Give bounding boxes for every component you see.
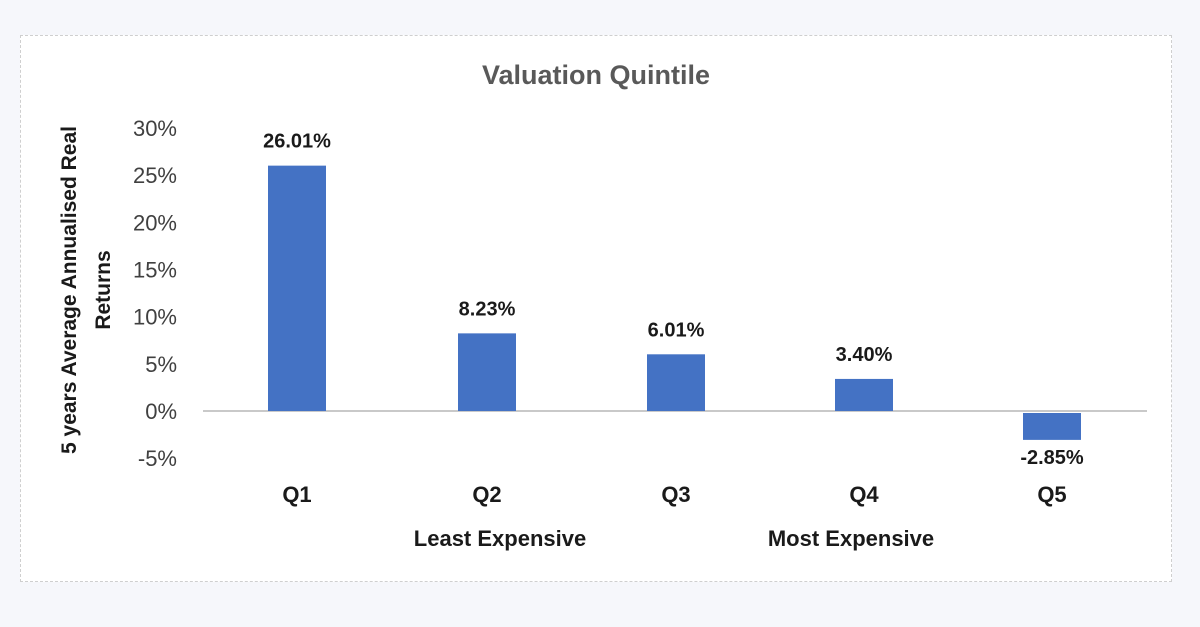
x-tick-label: Q2: [472, 482, 501, 507]
y-tick-label: -5%: [138, 446, 177, 471]
y-tick-label: 25%: [133, 163, 177, 188]
y-tick-label: 20%: [133, 210, 177, 235]
x-tick-label: Q1: [282, 482, 311, 507]
data-label: 26.01%: [263, 131, 331, 153]
x-tick-label: Q5: [1037, 482, 1066, 507]
data-label: 3.40%: [836, 344, 893, 366]
data-label: 8.23%: [459, 298, 516, 320]
y-axis-label-line2: Returns: [92, 250, 115, 329]
annotation-most-expensive: Most Expensive: [768, 526, 934, 551]
bar-q5: [1023, 413, 1081, 440]
y-tick-label: 10%: [133, 305, 177, 330]
bar-q4: [835, 378, 893, 411]
y-tick-label: 0%: [145, 399, 177, 424]
annotation-least-expensive: Least Expensive: [414, 526, 586, 551]
data-label: 6.01%: [648, 319, 705, 341]
bar-q2: [458, 333, 516, 411]
y-tick-label: 5%: [145, 352, 177, 377]
x-tick-label: Q4: [849, 482, 879, 507]
bar-q3: [647, 354, 705, 411]
y-tick-label: 30%: [133, 116, 177, 141]
y-tick-label: 15%: [133, 258, 177, 283]
bar-q1: [268, 165, 326, 411]
chart-title: Valuation Quintile: [482, 60, 710, 90]
data-label: -2.85%: [1020, 447, 1084, 469]
chart-frame: [20, 35, 1172, 582]
y-axis-label-line1: 5 years Average Annualised Real: [58, 126, 81, 454]
x-tick-label: Q3: [661, 482, 690, 507]
